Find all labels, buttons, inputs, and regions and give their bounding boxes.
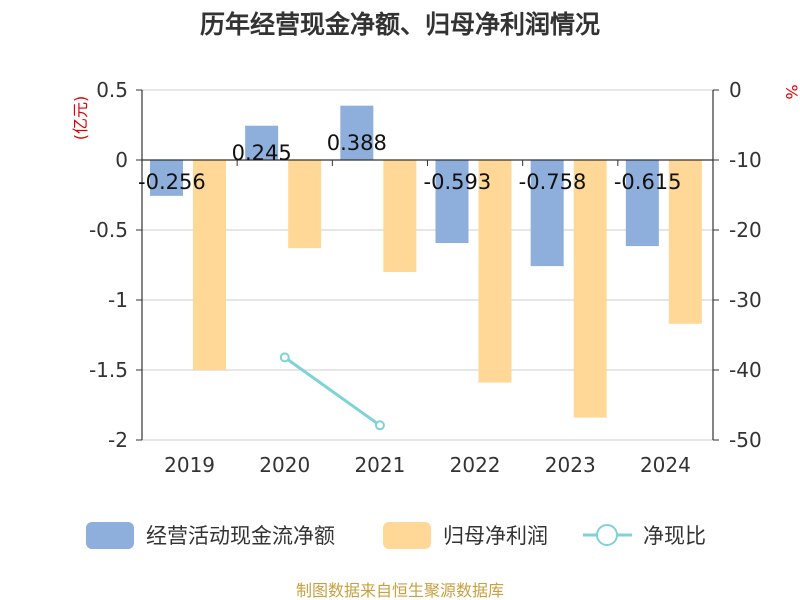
bar-net-profit-2022 — [478, 160, 512, 383]
bar-operating-cash-flow-2022 — [435, 160, 469, 244]
bar-net-profit-2023 — [573, 160, 607, 418]
bar-operating-cash-flow-2024 — [625, 160, 659, 247]
bar-net-profit-2019 — [193, 160, 226, 370]
left-axis-tick-label: -1 — [108, 288, 128, 312]
ratio-line — [279, 352, 385, 431]
legend-label-ratio: 净现比 — [643, 524, 706, 548]
right-axis-unit-label: % — [782, 84, 800, 99]
legend-swatch-operating-cash-flow — [86, 522, 134, 549]
bars — [150, 105, 702, 418]
left-axis-tick-label: -1.5 — [89, 358, 128, 382]
ratio-point — [279, 352, 290, 363]
bar-net-profit-2024 — [668, 160, 702, 324]
data-label-operating-cash-flow-2023: -0.758 — [519, 170, 587, 194]
bar-net-profit-2021 — [383, 160, 417, 272]
right-axis-tick-label: -30 — [729, 288, 762, 312]
right-axis-tick-label: -50 — [729, 428, 762, 452]
x-axis-tick-label: 2021 — [354, 453, 405, 477]
bar-operating-cash-flow-2023 — [530, 160, 564, 267]
x-axis-tick-label: 2024 — [640, 453, 691, 477]
legend-swatch-ratio-marker — [596, 524, 618, 546]
legend: 经营活动现金流净额 归母净利润 净现比 — [86, 522, 706, 549]
bar-operating-cash-flow-2021 — [340, 105, 374, 160]
gridlines — [142, 89, 713, 441]
data-label-operating-cash-flow-2019: -0.256 — [138, 170, 206, 194]
x-axis-tick-label: 2019 — [164, 453, 215, 477]
right-axis-tick-label: 0 — [729, 78, 742, 102]
data-label-operating-cash-flow-2024: -0.615 — [614, 170, 682, 194]
ratio-series-line — [283, 356, 381, 427]
data-label-operating-cash-flow-2021: 0.388 — [327, 131, 387, 155]
left-axis-tick-label: -0.5 — [89, 218, 128, 242]
left-axis-tick-label: 0.5 — [96, 78, 128, 102]
chart-title: 历年经营现金净额、归母净利润情况 — [200, 10, 600, 39]
right-axis-tick-label: -40 — [729, 358, 762, 382]
left-axis-tick-label: 0 — [115, 148, 128, 172]
bar-net-profit-2020 — [288, 160, 322, 249]
x-axis-tick-label: 2023 — [545, 453, 596, 477]
data-labels: -0.256 0.245 0.388 -0.593 -0.758 -0.615 — [138, 131, 682, 194]
x-axis-tick-label: 2022 — [450, 453, 501, 477]
source-note: 制图数据来自恒生聚源数据库 — [296, 581, 504, 600]
right-axis-tick-label: -10 — [729, 148, 762, 172]
left-axis-tick-label: -2 — [108, 428, 128, 452]
legend-swatch-net-profit — [383, 522, 431, 549]
data-label-operating-cash-flow-2022: -0.593 — [424, 170, 492, 194]
bar-operating-cash-flow-2020 — [245, 125, 279, 160]
left-axis-unit-label: (亿元) — [71, 96, 90, 141]
legend-label-net-profit: 归母净利润 — [443, 524, 548, 548]
bar-operating-cash-flow-2019 — [150, 160, 183, 196]
legend-label-operating-cash-flow: 经营活动现金流净额 — [146, 524, 335, 548]
ratio-point — [374, 420, 385, 431]
x-axis-tick-label: 2020 — [259, 453, 310, 477]
data-label-operating-cash-flow-2020: 0.245 — [232, 141, 292, 165]
right-axis-tick-label: -20 — [729, 218, 762, 242]
